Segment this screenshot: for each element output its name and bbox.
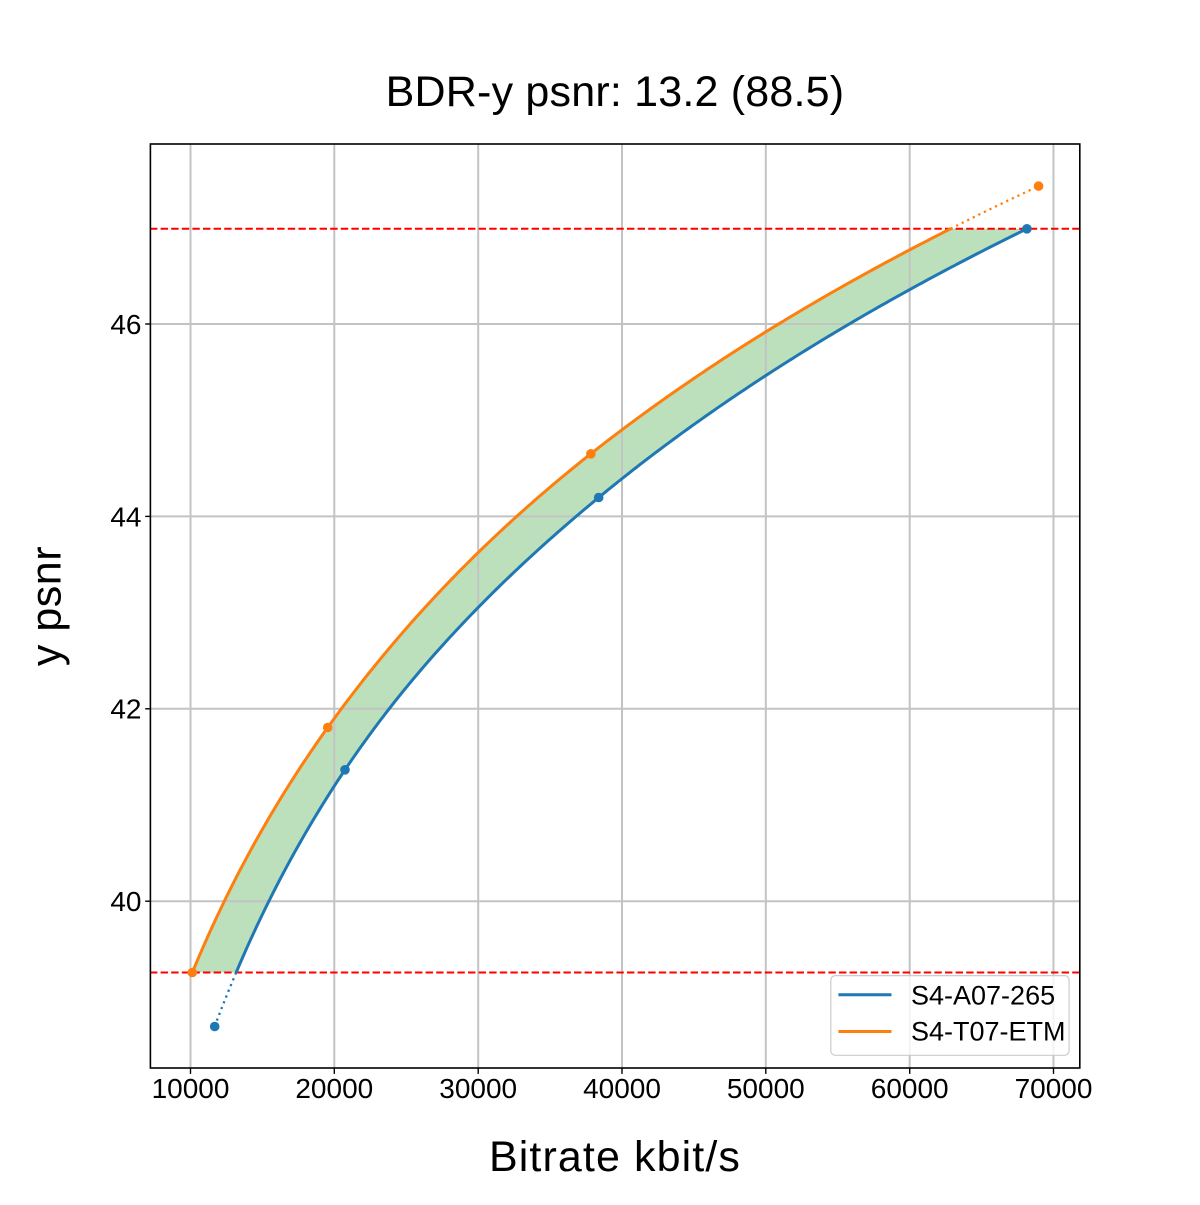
svg-text:S4-T07-ETM: S4-T07-ETM: [911, 1017, 1066, 1047]
svg-text:40: 40: [110, 886, 141, 917]
svg-text:70000: 70000: [1015, 1073, 1093, 1104]
svg-text:44: 44: [110, 501, 141, 532]
svg-text:30000: 30000: [439, 1073, 517, 1104]
svg-text:42: 42: [110, 694, 141, 725]
svg-text:20000: 20000: [295, 1073, 373, 1104]
svg-text:10000: 10000: [152, 1073, 230, 1104]
svg-text:S4-A07-265: S4-A07-265: [911, 980, 1055, 1010]
svg-text:60000: 60000: [871, 1073, 949, 1104]
svg-text:Bitrate kbit/s: Bitrate kbit/s: [489, 1133, 741, 1181]
svg-text:y psnr: y psnr: [23, 546, 71, 666]
svg-text:50000: 50000: [727, 1073, 805, 1104]
svg-text:46: 46: [110, 309, 141, 340]
svg-text:40000: 40000: [583, 1073, 661, 1104]
svg-text:BDR-y psnr: 13.2 (88.5): BDR-y psnr: 13.2 (88.5): [386, 68, 845, 116]
